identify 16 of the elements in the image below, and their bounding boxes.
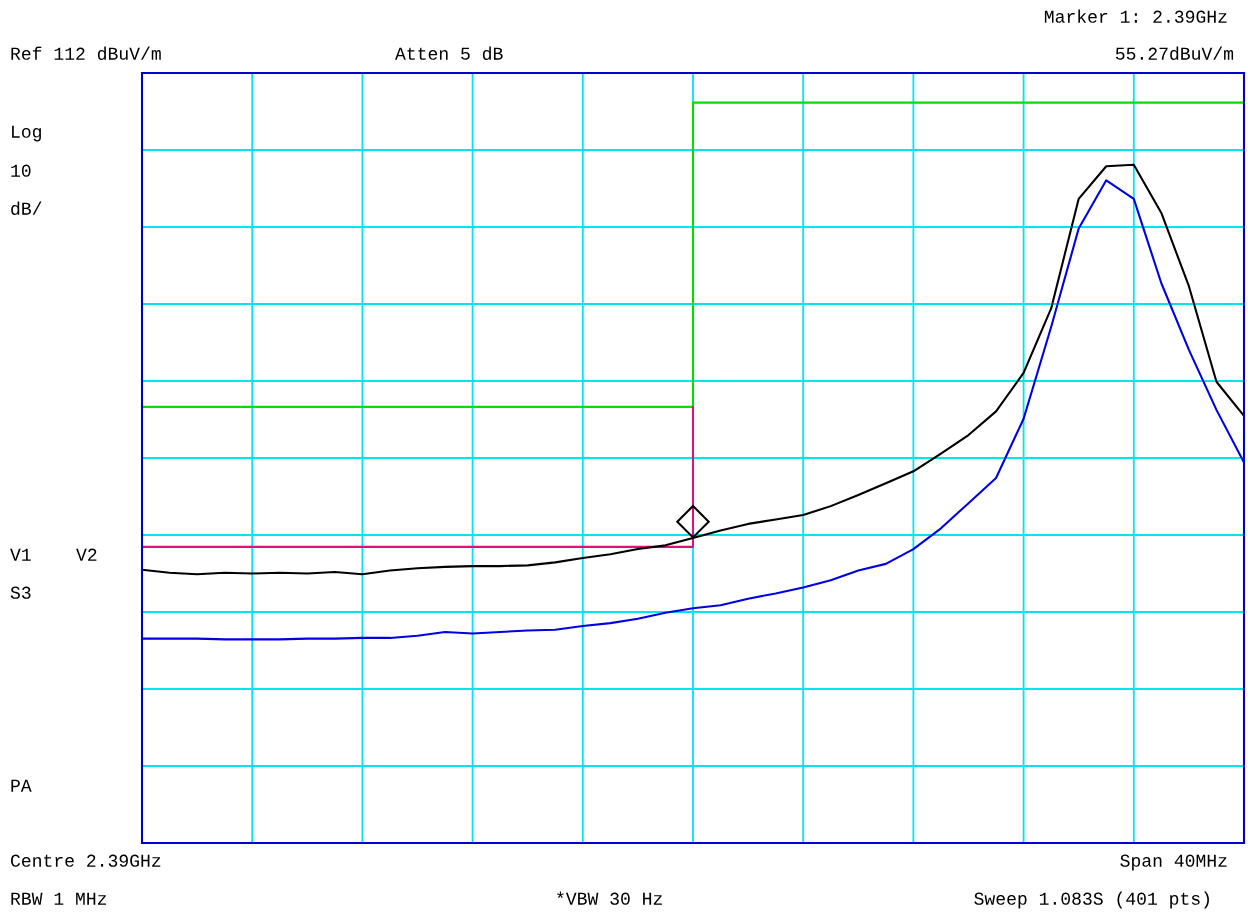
text: S3 [10,586,31,599]
text: dB/ [11,201,42,215]
text: Atten 5 dB [395,46,503,60]
text: Ref 112 dBuV/m [11,46,161,60]
text: Log [12,125,41,142]
text: 10 [11,164,31,177]
text: V1 [10,548,31,561]
text: *VBW 30 Hz [557,891,662,905]
text: Sweep 1.083S (401 pts) [974,891,1209,909]
text: Marker 1: 2.39GHz [1044,9,1227,23]
text: V2 [76,548,97,561]
text: Centre 2.39GHz [11,854,161,867]
text: RBW 1 MHz [11,892,107,905]
text: Span 40MHz [1120,854,1227,871]
text: 55.27dBuV/m [1115,46,1234,60]
text: PA [11,779,32,792]
